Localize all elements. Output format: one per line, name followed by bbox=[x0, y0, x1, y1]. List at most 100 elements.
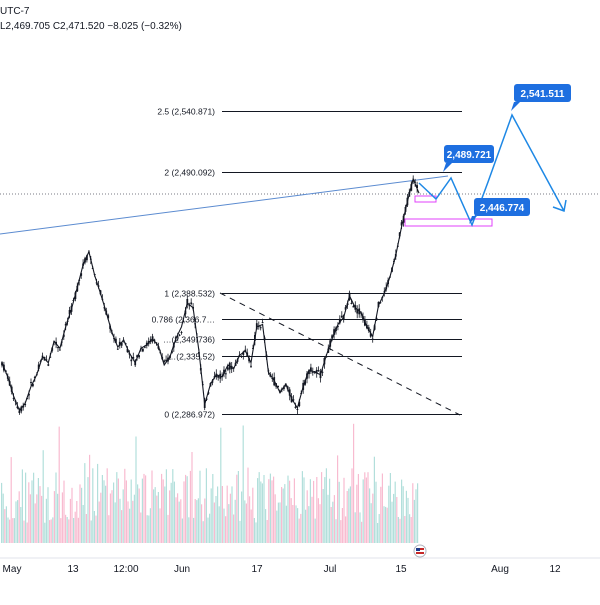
timezone-label: UTC-7 bbox=[0, 6, 30, 17]
volume-bar bbox=[199, 470, 201, 543]
price-callout[interactable]: 2,446.774 bbox=[469, 198, 530, 224]
volume-bar bbox=[265, 509, 267, 543]
candle-body bbox=[377, 301, 380, 307]
x-axis-label: Jun bbox=[174, 564, 190, 575]
volume-bar bbox=[130, 479, 132, 543]
candle-body bbox=[37, 364, 40, 369]
candle-body bbox=[205, 398, 208, 400]
candle-body bbox=[308, 370, 310, 375]
volume-bar bbox=[375, 481, 377, 543]
candle-body bbox=[14, 400, 17, 402]
volume-bar bbox=[164, 486, 166, 543]
candle-body bbox=[180, 332, 183, 333]
volume-bar bbox=[253, 518, 255, 543]
volume-bar bbox=[245, 503, 247, 543]
candle-body bbox=[68, 310, 71, 315]
volume-bar bbox=[212, 474, 214, 543]
volume-bar bbox=[37, 478, 39, 543]
volume-bar bbox=[119, 498, 121, 543]
candle-body bbox=[101, 298, 104, 300]
volume-bar bbox=[191, 452, 193, 543]
volume-bar bbox=[402, 486, 404, 543]
volume-bar bbox=[316, 477, 318, 543]
volume-bar bbox=[98, 501, 100, 543]
volume-bar bbox=[42, 450, 44, 543]
candle-body bbox=[88, 251, 90, 253]
time-axis[interactable]: May 13 12:00 Jun 17 Jul 15 Aug 12 bbox=[3, 564, 561, 575]
volume-bar bbox=[140, 512, 142, 543]
candle-body bbox=[354, 305, 357, 310]
candle-body bbox=[265, 354, 268, 358]
price-callouts[interactable]: 2,541.511 2,489.721 2,446.774 bbox=[443, 84, 571, 224]
candle-body bbox=[64, 323, 67, 326]
volume-bar bbox=[396, 497, 398, 543]
fib-level-label: 0 (2,286.972) bbox=[164, 410, 215, 420]
volume-bar bbox=[332, 501, 334, 543]
volume-bar bbox=[106, 468, 108, 543]
resistance-trendline[interactable] bbox=[0, 175, 449, 235]
candle-body bbox=[236, 359, 239, 362]
volume-bar bbox=[61, 492, 63, 543]
projection-path[interactable] bbox=[418, 113, 565, 227]
volume-bar bbox=[346, 491, 348, 543]
candle-body bbox=[281, 388, 283, 390]
candle-body bbox=[261, 322, 264, 324]
volume-bar bbox=[162, 479, 164, 543]
volume-bar bbox=[181, 518, 183, 543]
volume-bar bbox=[401, 479, 403, 543]
volume-bar bbox=[279, 502, 281, 543]
candle-body bbox=[155, 342, 158, 344]
descending-dashed-line[interactable] bbox=[219, 292, 461, 416]
volume-bar bbox=[353, 423, 355, 543]
volume-bar bbox=[413, 499, 415, 543]
volume-bar bbox=[285, 505, 287, 543]
volume-bar bbox=[89, 454, 91, 543]
volume-bar bbox=[12, 518, 14, 543]
volume-bar bbox=[333, 495, 335, 543]
candle-body bbox=[201, 384, 204, 386]
x-axis-label: 12 bbox=[549, 564, 561, 575]
candle-body bbox=[408, 192, 411, 197]
volume-bar bbox=[234, 499, 236, 543]
volume-bar bbox=[121, 510, 123, 543]
volume-bar bbox=[213, 502, 215, 543]
volume-bar bbox=[242, 425, 244, 543]
volume-bar bbox=[148, 515, 150, 543]
volume-bar bbox=[196, 500, 198, 543]
volume-bar bbox=[317, 498, 319, 543]
support-zone[interactable] bbox=[404, 218, 493, 227]
volume-bar bbox=[345, 516, 347, 543]
volume-bar bbox=[221, 486, 223, 543]
volume-bar bbox=[335, 519, 337, 543]
volume-bar bbox=[249, 496, 251, 543]
volume-bar bbox=[170, 482, 172, 543]
candle-body bbox=[335, 327, 337, 331]
volume-bar bbox=[161, 473, 163, 543]
volume-bar bbox=[261, 483, 263, 543]
candle-body bbox=[221, 376, 223, 377]
candle-body bbox=[20, 406, 23, 412]
volume-bar bbox=[399, 518, 401, 543]
volume-bar bbox=[282, 488, 284, 543]
volume-bar bbox=[380, 486, 382, 543]
candle-body bbox=[144, 346, 146, 348]
flag-icon[interactable] bbox=[413, 544, 427, 558]
price-callout[interactable]: 2,541.511 bbox=[511, 84, 571, 111]
ohlc-readout: L2,469.705 C2,471.520 −8.025 (−0.32%) bbox=[0, 21, 182, 32]
candle-body bbox=[294, 406, 297, 408]
candle-body bbox=[30, 382, 32, 383]
volume-bar bbox=[239, 520, 241, 543]
volume-bar bbox=[157, 492, 159, 543]
candle-body bbox=[157, 346, 160, 349]
volume-bar bbox=[52, 517, 54, 543]
volume-bar bbox=[39, 486, 41, 543]
price-callout[interactable]: 2,489.721 bbox=[443, 145, 494, 172]
candle-body bbox=[209, 383, 212, 387]
volume-bar bbox=[74, 511, 76, 543]
candle-body bbox=[273, 377, 276, 386]
candle-body bbox=[16, 406, 19, 409]
candle-body bbox=[284, 383, 287, 387]
candle-body bbox=[393, 261, 395, 263]
